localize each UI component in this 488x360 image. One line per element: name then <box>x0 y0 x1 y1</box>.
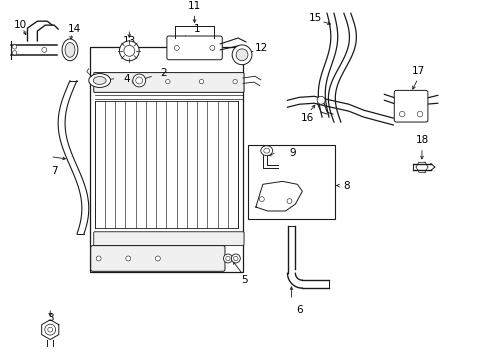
FancyBboxPatch shape <box>94 73 244 93</box>
Circle shape <box>96 256 101 261</box>
Text: 13: 13 <box>122 36 136 46</box>
Circle shape <box>123 45 135 56</box>
FancyBboxPatch shape <box>94 232 244 246</box>
Circle shape <box>42 48 47 52</box>
Text: 18: 18 <box>414 135 427 145</box>
Bar <box>247 145 334 219</box>
Text: 5: 5 <box>241 275 247 285</box>
Text: 14: 14 <box>67 24 81 34</box>
Ellipse shape <box>260 146 272 156</box>
Text: 6: 6 <box>295 305 302 315</box>
Text: 11: 11 <box>187 1 201 12</box>
Text: 1: 1 <box>193 24 200 34</box>
Text: 8: 8 <box>343 181 349 190</box>
Text: 7: 7 <box>51 166 58 176</box>
Circle shape <box>133 74 145 87</box>
Circle shape <box>155 256 160 261</box>
Circle shape <box>399 111 404 117</box>
Circle shape <box>317 96 325 104</box>
Bar <box>90 47 243 272</box>
Ellipse shape <box>93 77 106 85</box>
Circle shape <box>416 111 422 117</box>
Circle shape <box>199 80 203 84</box>
Ellipse shape <box>65 42 75 57</box>
Text: 9: 9 <box>288 148 295 158</box>
Circle shape <box>209 45 214 50</box>
Circle shape <box>225 256 230 261</box>
Circle shape <box>174 45 179 50</box>
Text: 12: 12 <box>255 43 268 53</box>
Circle shape <box>48 327 53 332</box>
Text: 2: 2 <box>160 68 167 78</box>
Text: 15: 15 <box>308 13 321 23</box>
Circle shape <box>236 49 247 61</box>
Circle shape <box>12 45 17 49</box>
Circle shape <box>12 51 17 55</box>
Circle shape <box>136 77 142 84</box>
Circle shape <box>232 80 237 84</box>
Circle shape <box>45 324 56 335</box>
Circle shape <box>259 197 264 202</box>
Circle shape <box>119 41 139 61</box>
Text: 10: 10 <box>14 20 27 30</box>
FancyBboxPatch shape <box>166 36 222 60</box>
Circle shape <box>233 256 238 261</box>
Circle shape <box>232 45 251 65</box>
Circle shape <box>98 80 102 84</box>
Circle shape <box>125 256 130 261</box>
Ellipse shape <box>89 73 110 87</box>
Circle shape <box>165 80 170 84</box>
Ellipse shape <box>62 39 78 61</box>
Circle shape <box>286 199 291 204</box>
Ellipse shape <box>263 148 269 153</box>
FancyBboxPatch shape <box>393 90 427 122</box>
Circle shape <box>132 80 136 84</box>
Circle shape <box>231 254 240 263</box>
Text: 16: 16 <box>300 113 313 123</box>
FancyBboxPatch shape <box>91 246 224 271</box>
Text: 3: 3 <box>47 313 53 323</box>
Text: 17: 17 <box>410 66 424 76</box>
Text: 4: 4 <box>123 73 129 84</box>
Circle shape <box>223 254 232 263</box>
